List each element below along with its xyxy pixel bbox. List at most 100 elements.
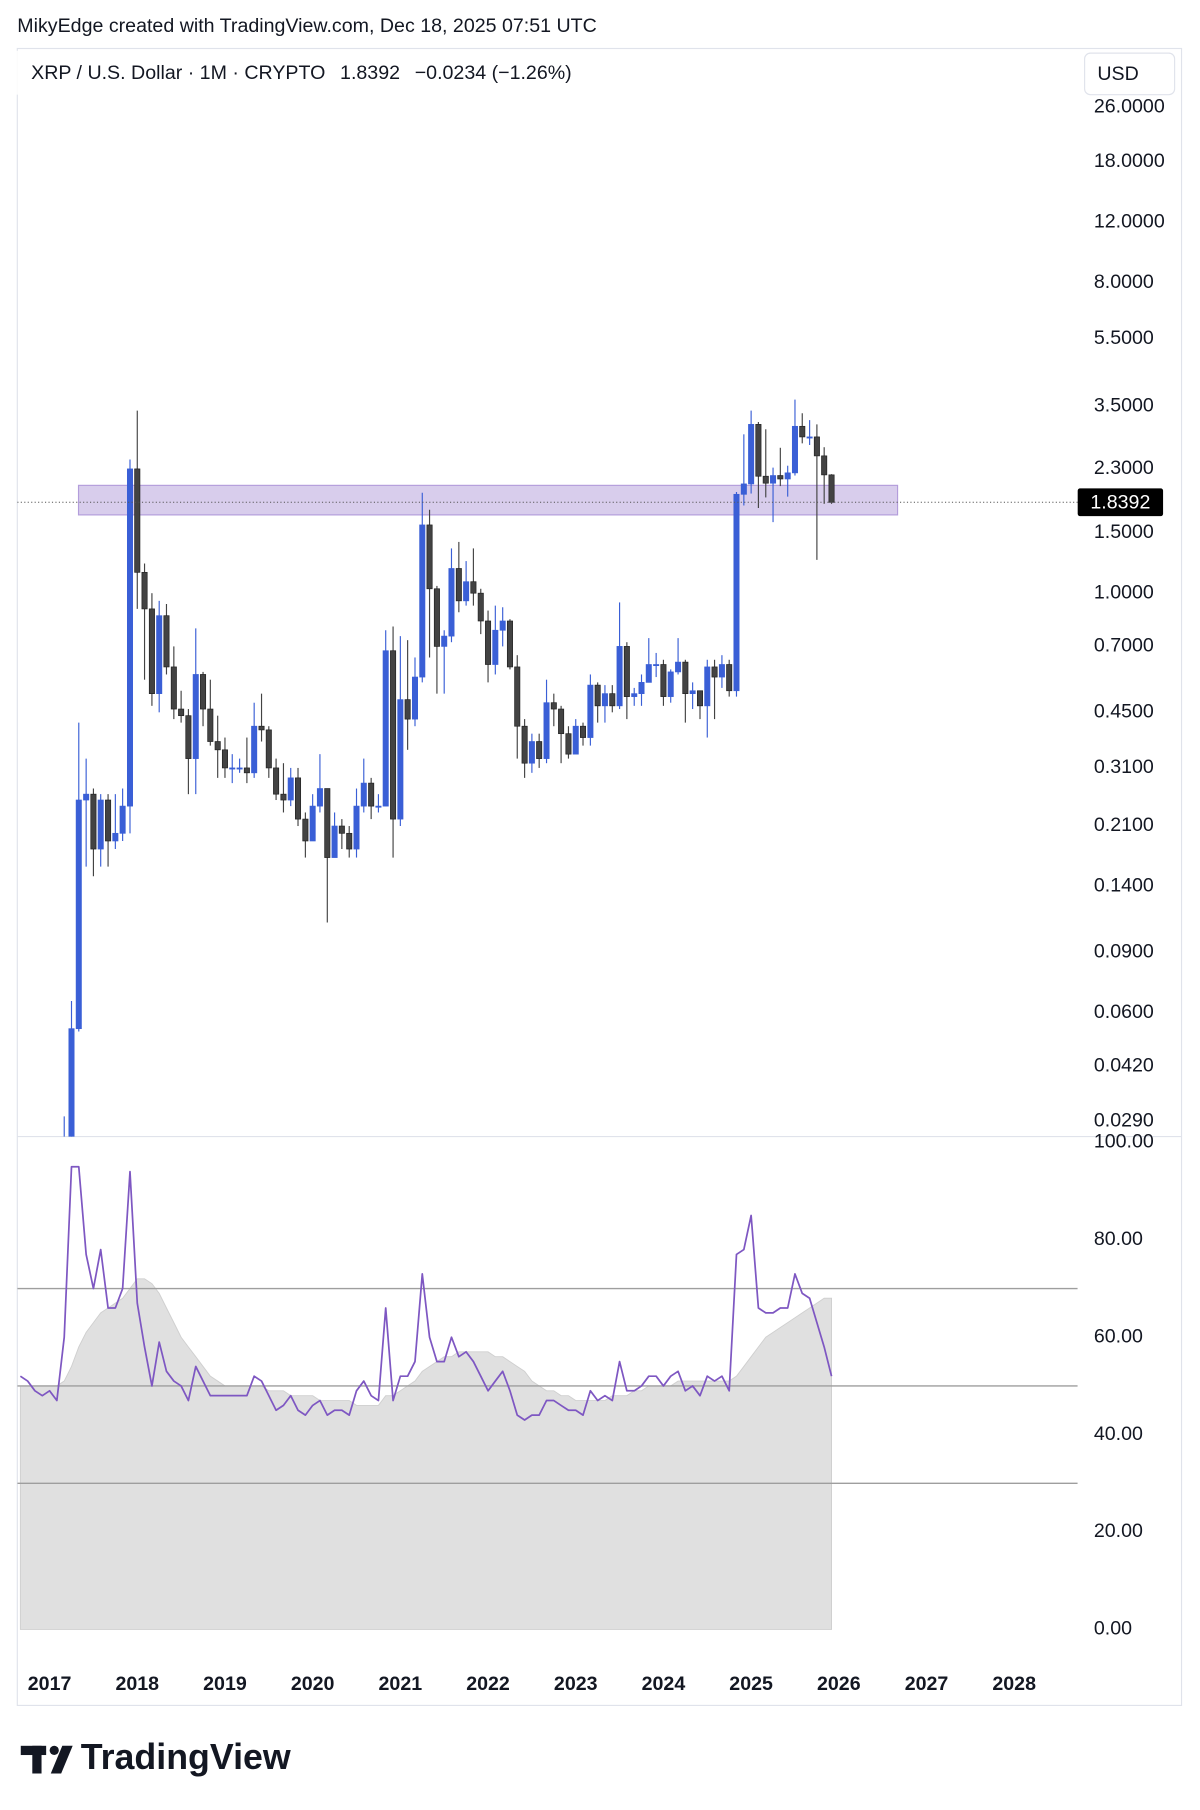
candle (309, 794, 316, 842)
candle (316, 754, 323, 813)
candle-body (828, 474, 835, 503)
candle-body (390, 650, 397, 820)
price-tick-label: 0.3100 (1094, 756, 1154, 778)
candle-body (397, 699, 404, 820)
credit-line: MikyEdge created with TradingView.com, D… (17, 15, 597, 37)
candle-body (558, 708, 565, 735)
candle (470, 548, 477, 606)
price-tick-label: 0.7000 (1094, 635, 1154, 657)
candle-body (762, 475, 769, 484)
candle (762, 429, 769, 498)
candle (280, 763, 287, 813)
candle (704, 659, 711, 738)
logo-slash (50, 1745, 73, 1774)
candle (558, 705, 565, 764)
rsi-tick-label: 100.00 (1094, 1131, 1154, 1153)
candle (404, 640, 411, 750)
candle-body (550, 702, 557, 710)
time-tick-label: 2017 (28, 1673, 72, 1695)
rsi-average-area (19, 1278, 832, 1630)
candle (565, 726, 572, 759)
candle (156, 600, 163, 713)
candle (543, 679, 550, 764)
candle-body (265, 729, 272, 769)
candle-body (601, 693, 608, 707)
candle (755, 421, 762, 508)
candle-body (346, 832, 353, 850)
candle (616, 602, 623, 710)
rsi-tick-label: 0.00 (1094, 1618, 1132, 1640)
time-tick-label: 2022 (466, 1673, 510, 1695)
candle-body (492, 629, 499, 665)
candle-body (426, 524, 433, 590)
candle-body (331, 825, 338, 858)
candle-body (156, 615, 163, 694)
candle (295, 767, 302, 827)
currency-label[interactable]: USD (1097, 63, 1138, 85)
candle-body (375, 805, 382, 808)
last-price-label: 1.8392 (1090, 492, 1150, 514)
time-tick-label: 2019 (203, 1673, 247, 1695)
candle-body (178, 708, 185, 717)
currency-button[interactable] (1084, 52, 1176, 96)
logo-stem (32, 1745, 42, 1774)
candle-body (675, 661, 682, 673)
candle-body (565, 733, 572, 755)
candle-body (411, 676, 418, 720)
candle-body (200, 674, 207, 710)
candle-body (368, 782, 375, 807)
price-change: −0.0234 (−1.26%) (415, 62, 572, 84)
candle-body (770, 475, 777, 484)
candle (718, 655, 725, 688)
candle-body (287, 777, 294, 801)
candle-body (521, 725, 528, 764)
candle-body (799, 425, 806, 438)
candle-body (302, 818, 309, 842)
time-tick-label: 2024 (642, 1673, 686, 1695)
candle-body (316, 788, 323, 807)
candle (375, 794, 382, 813)
candle-body (594, 684, 601, 707)
candle-body (141, 571, 148, 610)
candle (302, 812, 309, 858)
price-pane (17, 399, 1078, 1137)
candle (141, 563, 148, 680)
candle-body (726, 664, 733, 692)
candle-body (755, 424, 762, 477)
price-tick-label: 1.0000 (1094, 581, 1154, 603)
candle (273, 758, 280, 801)
rsi-tick-label: 60.00 (1094, 1325, 1143, 1347)
candle (178, 690, 185, 723)
time-tick-label: 2028 (992, 1673, 1036, 1695)
candle (68, 1001, 75, 1137)
candle-body (506, 620, 513, 668)
candle-body (112, 832, 119, 842)
candle-body (740, 483, 747, 495)
candle (485, 610, 492, 683)
candle (463, 561, 470, 606)
time-tick-label: 2027 (905, 1673, 949, 1695)
price-tick-label: 0.0290 (1094, 1110, 1154, 1132)
candle (682, 659, 689, 723)
candle (360, 758, 367, 813)
candle (426, 509, 433, 658)
price-tick-label: 18.0000 (1094, 150, 1165, 172)
candle-body (295, 777, 302, 820)
candle-body (733, 493, 740, 692)
candle-body (477, 592, 484, 622)
candle-body (718, 664, 725, 678)
highlight-zone (77, 484, 899, 516)
candle (806, 420, 813, 445)
candle-body (214, 741, 221, 751)
candle-body (83, 793, 90, 801)
candle (83, 758, 90, 867)
candle-body (163, 615, 170, 668)
price-tick-label: 0.4500 (1094, 701, 1154, 723)
candle-body (711, 666, 718, 678)
chart-frame (16, 47, 1183, 1707)
candle-body (528, 741, 535, 764)
candle (660, 659, 667, 706)
candle (368, 777, 375, 820)
price-tick-label: 3.5000 (1094, 394, 1154, 416)
